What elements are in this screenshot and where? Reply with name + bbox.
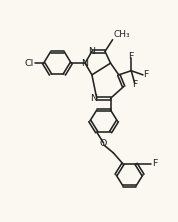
Text: F: F (132, 80, 137, 89)
Text: N: N (82, 59, 88, 68)
Text: F: F (143, 70, 148, 79)
Text: Cl: Cl (24, 59, 33, 68)
Text: CH₃: CH₃ (114, 30, 130, 39)
Text: O: O (99, 139, 107, 148)
Text: N: N (90, 94, 98, 103)
Text: N: N (88, 47, 95, 56)
Text: F: F (152, 159, 158, 168)
Text: F: F (129, 52, 134, 61)
